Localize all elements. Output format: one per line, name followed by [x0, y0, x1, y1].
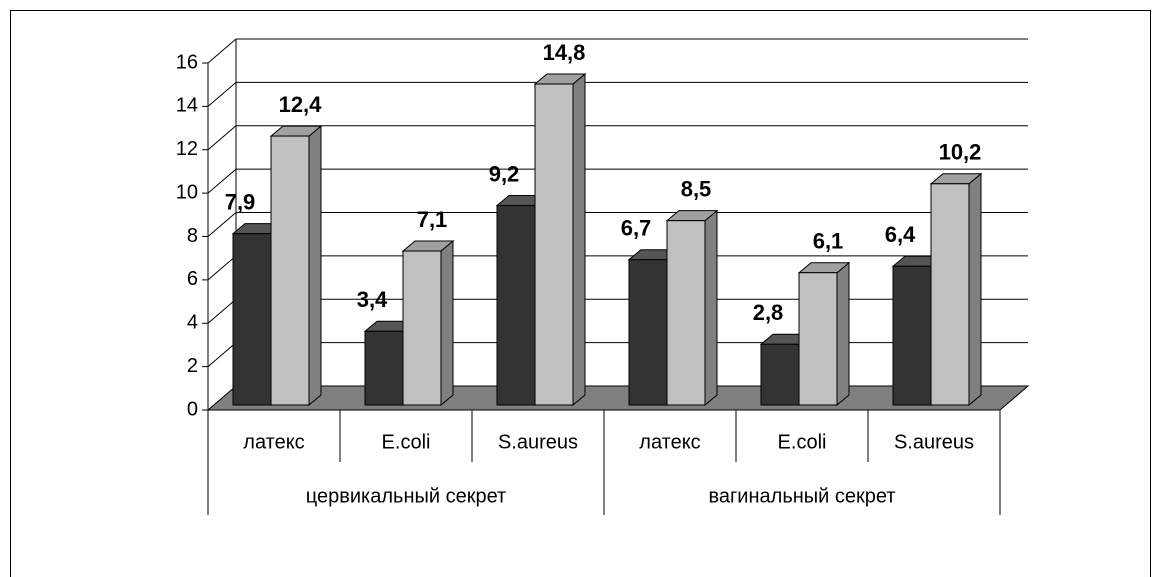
grid-line: [207, 38, 237, 64]
bar-side: [572, 72, 586, 407]
group-label: вагинальный секрет: [708, 485, 895, 507]
y-tick-label: 10: [176, 181, 198, 203]
bar-side: [308, 125, 322, 407]
value-label: 12,4: [279, 92, 323, 117]
x-tick-label: E.coli: [382, 431, 431, 453]
bar: [534, 83, 574, 406]
grid-line: [207, 81, 237, 107]
value-label: 10,2: [939, 140, 982, 165]
x-tick-label: E.coli: [778, 431, 827, 453]
y-tick-label: 14: [176, 95, 198, 117]
y-tick-label: 0: [187, 398, 198, 420]
x-tick-label: латекс: [243, 431, 304, 453]
grid-line: [207, 342, 237, 368]
grid-line: [207, 168, 237, 194]
x-tick-label: S.aureus: [894, 431, 974, 453]
group-label: цервикальный секрет: [306, 485, 506, 507]
value-label: 7,9: [225, 189, 256, 214]
bar: [930, 183, 970, 406]
value-label: 6,7: [621, 216, 652, 241]
bar: [364, 330, 404, 406]
value-label: 3,4: [357, 287, 388, 312]
bar: [232, 233, 272, 406]
bar: [666, 220, 706, 406]
bar: [798, 272, 838, 406]
x-tick-label: S.aureus: [498, 431, 578, 453]
bar: [402, 250, 442, 406]
y-tick-label: 16: [176, 51, 198, 73]
value-label: 2,8: [753, 300, 784, 325]
bar: [892, 265, 932, 406]
grid-line: [207, 212, 237, 237]
chart-frame: [10, 10, 1151, 577]
grid-line: [207, 255, 237, 281]
value-label: 6,1: [813, 229, 844, 254]
value-label: 9,2: [489, 161, 520, 186]
bar: [496, 204, 536, 406]
value-label: 14,8: [543, 40, 586, 65]
y-tick-label: 12: [176, 138, 198, 160]
bar: [760, 343, 800, 406]
grid-line: [207, 298, 237, 324]
bar-side: [836, 261, 850, 407]
bar-side: [704, 209, 718, 407]
bar-side: [440, 239, 454, 407]
bar-side: [968, 172, 982, 407]
y-tick-label: 4: [187, 312, 198, 334]
value-label: 6,4: [885, 222, 916, 247]
grid-line: [207, 125, 237, 151]
y-tick-label: 8: [187, 225, 198, 247]
y-tick-label: 6: [187, 268, 198, 290]
x-tick-label: латекс: [639, 431, 700, 453]
bar: [628, 259, 668, 406]
value-label: 7,1: [417, 207, 448, 232]
bar: [270, 135, 310, 406]
value-label: 8,5: [681, 176, 712, 201]
y-tick-label: 2: [187, 355, 198, 377]
